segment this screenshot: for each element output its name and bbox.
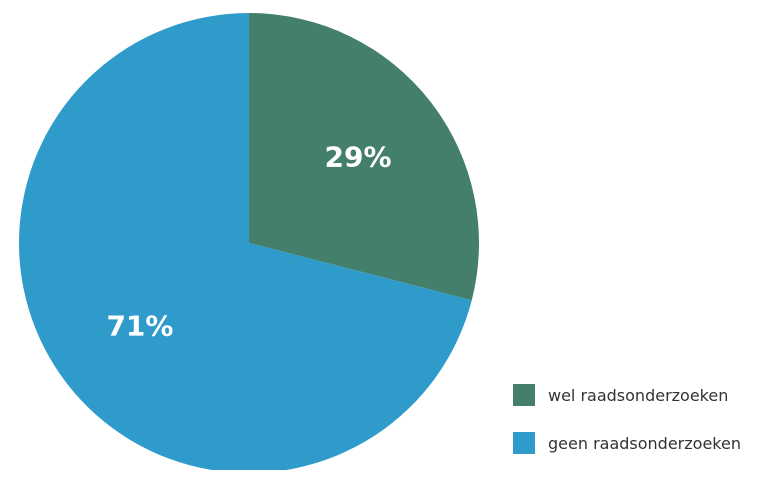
legend: wel raadsonderzoeken geen raadsonderzoek…: [513, 383, 741, 479]
legend-swatch-geen: [513, 432, 535, 454]
pie-slice-1: [19, 13, 472, 470]
legend-swatch-wel: [513, 384, 535, 406]
slice-label-0: 29%: [325, 140, 392, 173]
slice-label-1: 71%: [106, 310, 173, 343]
legend-item-geen: geen raadsonderzoeken: [513, 431, 741, 455]
pie-slice-0: [249, 13, 479, 301]
legend-label-geen: geen raadsonderzoeken: [548, 433, 741, 453]
legend-item-wel: wel raadsonderzoeken: [513, 383, 741, 407]
legend-label-wel: wel raadsonderzoeken: [548, 385, 729, 405]
